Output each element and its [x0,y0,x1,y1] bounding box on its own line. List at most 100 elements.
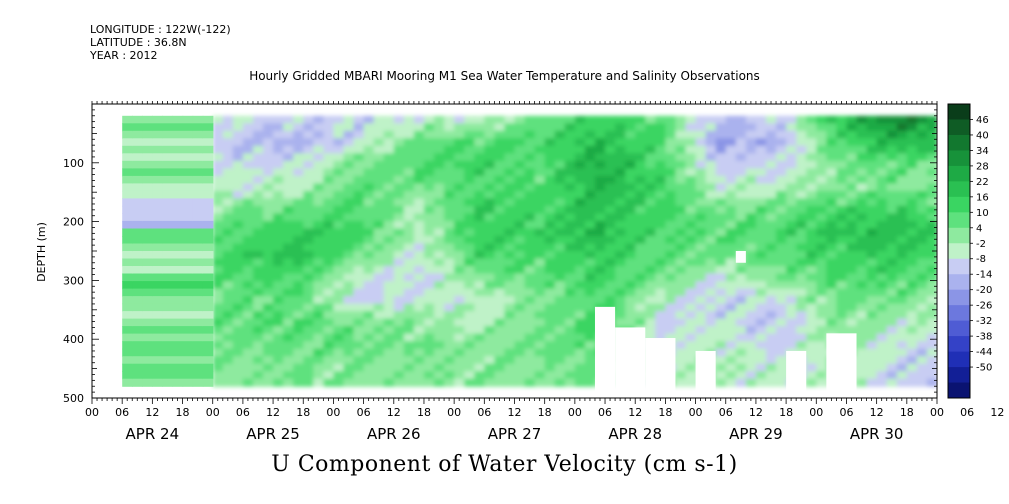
heat-cell [293,236,304,245]
heat-cell [172,378,184,387]
heat-cell [424,251,435,260]
heat-cell [323,115,335,124]
heat-cell [393,303,405,312]
heat-cell [323,153,335,162]
heat-cell [373,190,385,199]
x-hour-label: 06 [839,406,853,419]
heat-cell [735,348,747,357]
heat-cell [474,333,485,342]
heat-cell [202,311,214,320]
heat-cell [363,190,375,199]
heat-cell [504,281,516,290]
heat-cell [766,198,777,207]
heat-cell [816,228,827,237]
heat-cell [755,273,767,282]
heat-cell [705,296,717,305]
x-hour-label: 12 [870,406,884,419]
heat-cell [695,123,707,132]
heat-cell [906,251,918,260]
heat-cell [755,123,767,132]
heat-cell [725,348,737,357]
heat-cell [886,363,898,372]
heat-cell [926,303,937,312]
heat-cell [755,130,767,139]
heat-cell [926,175,937,184]
heat-cell [816,258,827,267]
heat-cell [434,318,445,327]
heat-cell [625,236,636,245]
heat-cell [303,130,314,139]
heat-cell [263,318,274,327]
heat-cell [333,258,345,267]
heat-cell [564,288,576,297]
heat-cell [735,190,747,199]
heat-cell [323,288,335,297]
heat-cell [695,341,707,350]
heat-cell [494,288,506,297]
heat-cell [162,175,174,184]
heat-cell [363,115,375,124]
heat-cell [444,190,455,199]
heat-cell [755,115,767,124]
heat-cell [393,378,405,387]
heat-cell [263,153,274,162]
heat-cell [564,138,576,147]
heat-cell [202,258,214,267]
heat-cell [816,205,827,214]
heat-cell [514,378,526,387]
heat-cell [474,356,485,365]
heat-cell [474,160,485,169]
heat-cell [403,243,415,252]
heat-cell [464,311,475,320]
heat-cell [675,123,687,132]
heat-cell [373,236,385,245]
heat-cell [504,138,516,147]
heat-cell [253,153,264,162]
heat-cell [293,123,304,132]
heat-cell [655,145,666,154]
heat-cell [635,138,646,147]
heat-cell [202,138,214,147]
heat-cell [806,333,817,342]
heat-cell [464,190,475,199]
heat-cell [333,190,345,199]
heat-cell [192,205,204,214]
heat-cell [454,198,465,207]
heat-cell [554,243,566,252]
heat-cell [343,371,355,380]
x-hour-label: 00 [930,406,944,419]
heat-cell [363,296,375,305]
heat-cell [263,160,274,169]
heat-cell [786,243,797,252]
heat-cell [856,220,868,229]
heat-cell [122,153,133,162]
heat-cell [474,213,485,222]
heat-cell [836,213,848,222]
heat-cell [786,213,797,222]
heat-cell [424,258,435,267]
heat-cell [846,318,858,327]
heat-cell [796,183,807,192]
heat-cell [313,205,324,214]
heat-cell [655,333,666,342]
heat-cell [725,198,737,207]
heat-cell [846,303,858,312]
colorbar-label: 28 [976,161,989,172]
heat-cell [172,363,184,372]
heat-cell [806,258,817,267]
heat-cell [896,266,908,275]
heat-cell [444,145,455,154]
heat-cell [584,220,596,229]
heat-cell [665,296,677,305]
heat-cell [242,168,254,177]
heat-cell [303,378,314,387]
heat-cell [253,281,264,290]
heat-cell [695,153,707,162]
heat-cell [665,281,677,290]
heat-cell [454,288,465,297]
heat-cell [524,123,536,132]
heat-cell [926,228,937,237]
heat-cell [263,183,274,192]
heat-cell [464,236,475,245]
heat-cell [202,333,214,342]
